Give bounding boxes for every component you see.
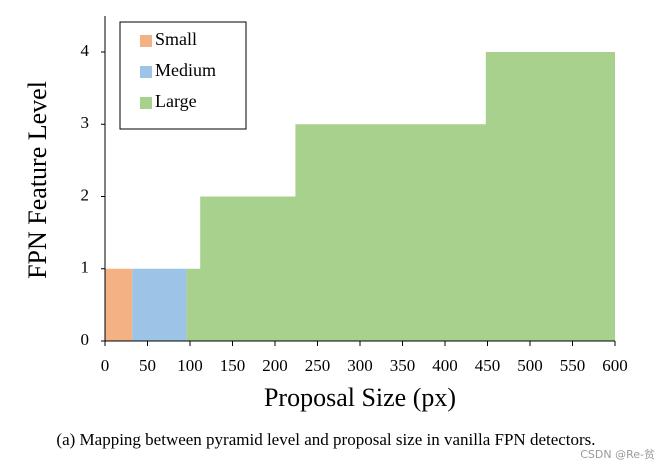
legend-swatch: [140, 97, 152, 109]
legend-swatch: [140, 35, 152, 47]
y-tick-label: 3: [81, 113, 90, 132]
x-tick-label: 300: [347, 356, 373, 375]
legend-label: Large: [155, 91, 197, 111]
x-tick-label: 400: [432, 356, 458, 375]
area: [132, 268, 187, 341]
area: [186, 52, 615, 341]
y-tick-label: 1: [81, 258, 90, 277]
x-tick-label: 250: [305, 356, 331, 375]
x-tick-label: 500: [517, 356, 543, 375]
area: [105, 268, 133, 341]
x-axis-title: Proposal Size (px): [264, 383, 456, 412]
x-tick-label: 600: [602, 356, 628, 375]
x-tick-label: 350: [390, 356, 416, 375]
y-tick-label: 0: [81, 330, 90, 349]
x-tick-label: 150: [220, 356, 246, 375]
y-tick-label: 4: [81, 41, 90, 60]
x-tick-label: 550: [560, 356, 586, 375]
legend-label: Small: [155, 29, 197, 49]
x-tick-label: 50: [139, 356, 156, 375]
watermark: CSDN @Re-贫: [580, 447, 655, 461]
x-tick-label: 100: [177, 356, 203, 375]
y-axis-title: FPN Feature Level: [23, 81, 52, 279]
x-tick-label: 200: [262, 356, 288, 375]
legend-swatch: [140, 66, 152, 78]
x-tick-label: 0: [101, 356, 110, 375]
x-tick-label: 450: [475, 356, 501, 375]
legend-label: Medium: [155, 60, 216, 80]
caption: (a) Mapping between pyramid level and pr…: [56, 430, 595, 449]
y-tick-label: 2: [81, 185, 90, 204]
